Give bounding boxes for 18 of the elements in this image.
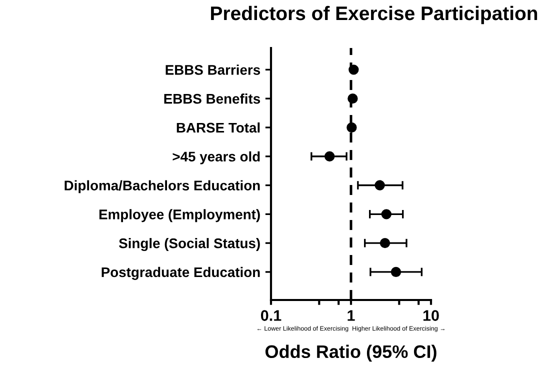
x-tick-label: 1 — [348, 310, 355, 321]
y-tick-label: BARSE Total — [176, 122, 260, 133]
y-tick-label: Diploma/Bachelors Education — [64, 180, 260, 194]
x-tick-label: 10 — [423, 310, 439, 321]
point — [380, 238, 390, 248]
x-tick-label: 0.1 — [260, 310, 282, 321]
chart-title: Predictors of Exercise Participation — [211, 6, 538, 24]
y-tick-label: EBBS Benefits — [164, 94, 260, 104]
point — [348, 93, 358, 104]
y-tick-label: >45 years old — [172, 151, 260, 164]
x-axis-title: Odds Ratio (95% CI) — [265, 344, 436, 362]
y-tick-label: EBBS Barriers — [166, 64, 260, 75]
point — [346, 122, 357, 133]
point — [381, 209, 392, 220]
y-tick-label: Employee (Employment) — [99, 209, 260, 222]
point — [348, 64, 359, 75]
y-tick-label: Single (Social Status) — [118, 238, 260, 252]
y-tick-label: Postgraduate Education — [102, 266, 260, 280]
